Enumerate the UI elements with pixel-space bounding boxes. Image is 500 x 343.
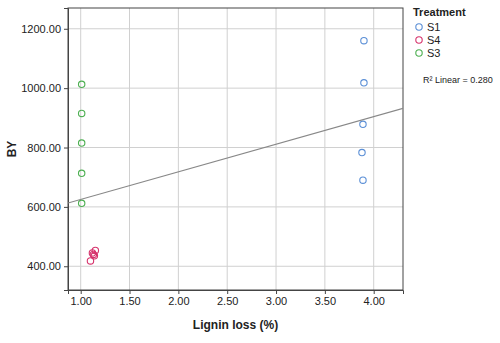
- tick-mark: [81, 290, 82, 294]
- point: [78, 170, 84, 176]
- tick-mark: [64, 207, 68, 208]
- grid-line: [276, 8, 277, 290]
- grid-line: [129, 8, 130, 290]
- point: [360, 177, 366, 183]
- tick-label: 2.50: [217, 295, 238, 307]
- tick-mark: [374, 290, 375, 294]
- grid-line: [68, 147, 403, 148]
- legend-title: Treatment: [413, 6, 466, 18]
- grid-line: [68, 88, 403, 89]
- tick-mark: [130, 290, 131, 294]
- grid-line: [178, 8, 179, 290]
- chart: 1.00 1.50 2.00 2.50 3.00 3.50 4.00 400.00 600.00…: [0, 0, 500, 343]
- legend-label: S3: [427, 47, 440, 59]
- grid: [68, 8, 403, 290]
- tick-mark: [325, 290, 326, 294]
- legend-symbol: [416, 50, 422, 56]
- tick-label: 600.00: [27, 201, 61, 213]
- tick-mark: [64, 148, 68, 149]
- y-axis-title: BY: [5, 141, 19, 158]
- tick: 1200.00: [21, 23, 68, 35]
- tick-label: 400.00: [27, 260, 61, 272]
- legend-label: S1: [427, 21, 440, 33]
- point: [360, 121, 366, 127]
- tick: 600.00: [27, 201, 68, 213]
- fit-line: [68, 108, 403, 203]
- tick-mark: [178, 290, 179, 294]
- tick-label: 4.00: [363, 295, 384, 307]
- point: [78, 110, 84, 116]
- legend-label: R² Linear = 0.280: [423, 75, 493, 85]
- tick-label: 1000.00: [21, 82, 61, 94]
- tick-mark: [64, 88, 68, 89]
- point: [78, 140, 84, 146]
- tick-mark: [227, 290, 228, 294]
- tick-label: 1.50: [119, 295, 140, 307]
- tick-label: 1200.00: [21, 23, 61, 35]
- x-axis: 1.00 1.50 2.00 2.50 3.00 3.50 4.00: [69, 290, 404, 307]
- tick: 800.00: [27, 142, 68, 154]
- legend-symbol: [416, 37, 422, 43]
- y-axis: 400.00 600.00 800.00 1000.00 1200.00: [21, 9, 68, 291]
- point: [87, 258, 93, 264]
- grid-line: [80, 8, 81, 290]
- marks: [68, 37, 403, 264]
- grid-line: [68, 28, 403, 29]
- tick: 2.00: [168, 290, 189, 307]
- point: [89, 250, 95, 256]
- tick: 1.00: [70, 290, 91, 307]
- legend: Treatment S1S4S3 R² Linear = 0.280: [413, 6, 493, 85]
- grid-line: [68, 206, 403, 207]
- tick-label: 3.50: [315, 295, 336, 307]
- tick-label: 800.00: [27, 142, 61, 154]
- tick: 3.50: [315, 290, 336, 307]
- x-axis-title: Lignin loss (%): [193, 318, 278, 332]
- grid-line: [373, 8, 374, 290]
- grid-line: [227, 8, 228, 290]
- point: [78, 200, 84, 206]
- tick-mark: [64, 266, 68, 267]
- point: [359, 149, 365, 155]
- tick: 2.50: [217, 290, 238, 307]
- tick-label: 2.00: [168, 295, 189, 307]
- plot-frame: [68, 8, 403, 290]
- axis-line: [69, 291, 404, 295]
- tick-label: 1.00: [70, 295, 91, 307]
- tick: 4.00: [363, 290, 384, 307]
- legend-label: S4: [427, 34, 440, 46]
- tick: 1.50: [119, 290, 140, 307]
- point: [361, 37, 367, 43]
- tick: 1000.00: [21, 82, 68, 94]
- tick-label: 3.00: [266, 295, 287, 307]
- tick-mark: [276, 290, 277, 294]
- plot: 1.00 1.50 2.00 2.50 3.00 3.50 4.00 400.00 600.00…: [21, 8, 403, 307]
- tick-mark: [64, 29, 68, 30]
- plot-background: [68, 8, 403, 290]
- grid-line: [68, 266, 403, 267]
- tick: 400.00: [27, 260, 68, 272]
- point: [78, 81, 84, 87]
- tick: 3.00: [266, 290, 287, 307]
- grid-line: [324, 8, 325, 290]
- legend-symbol: [416, 24, 422, 30]
- point: [361, 80, 367, 86]
